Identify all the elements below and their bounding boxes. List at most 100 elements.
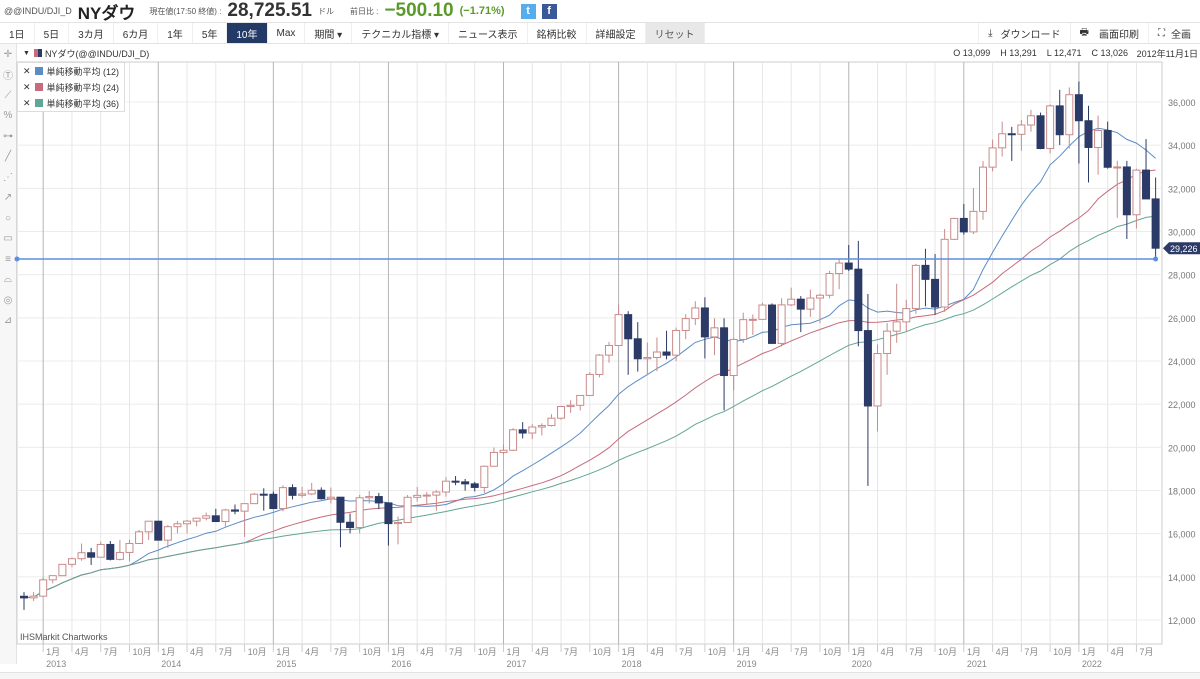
price-change-percent: (−1.71%) <box>459 5 505 17</box>
x-tick-label: 7月 <box>679 647 693 657</box>
arrow-line-icon[interactable]: ↗ <box>3 192 13 204</box>
fullscreen-button[interactable]: ⛶ 全画 <box>1149 23 1200 43</box>
candle-bear <box>1122 166 1131 216</box>
horizontal-segment-icon[interactable]: ⊶ <box>3 130 13 142</box>
candle-bear <box>317 489 326 500</box>
candle-bull <box>355 497 364 529</box>
candle-bull <box>144 520 153 533</box>
rectangle-icon[interactable]: ▭ <box>3 233 13 245</box>
series-legend-row: ▼ NYダウ(@@INDU/DJI_D) <box>17 44 417 62</box>
print-button[interactable]: 🖶 画面印刷 <box>1071 23 1149 43</box>
x-tick-label: 10月 <box>478 647 497 657</box>
candle-bull <box>307 489 316 495</box>
facebook-icon[interactable]: f <box>541 3 557 19</box>
collapse-arrow-icon[interactable]: ▼ <box>23 49 30 57</box>
chart-toolbar: 1日 5日 3カ月 6カ月 1年 5年 10年 Max 期間 ▾ テクニカル指標… <box>0 22 1200 44</box>
x-tick-label: 7月 <box>1139 647 1153 657</box>
candle-bear <box>844 262 853 270</box>
x-tick-label: 10月 <box>708 647 727 657</box>
candle-bull <box>892 321 901 332</box>
candle-bull <box>489 451 498 467</box>
x-tick-label: 1月 <box>507 647 521 657</box>
x-tick-label: 10月 <box>823 647 842 657</box>
indicator-legend: ✕ 単純移動平均 (12) ✕ 単純移動平均 (24) ✕ 単純移動平均 (36) <box>17 62 125 112</box>
candle-bull <box>576 394 585 406</box>
range-1y[interactable]: 1年 <box>158 23 193 43</box>
candle-bull <box>911 264 920 310</box>
x-tick-label: 4月 <box>996 647 1010 657</box>
x-tick-label: 7月 <box>794 647 808 657</box>
candle-bull <box>595 354 604 375</box>
low-value: L 12,471 <box>1046 48 1082 58</box>
fan-icon[interactable]: ⊿ <box>3 315 13 327</box>
crosshair-icon[interactable]: ✛ <box>3 48 13 60</box>
candle-bear <box>1142 169 1151 200</box>
candle-bear <box>931 278 940 308</box>
y-tick-label: 22,000 <box>1168 400 1196 410</box>
technical-indicators-dropdown[interactable]: テクニカル指標 ▾ <box>352 23 450 43</box>
candle-bull <box>39 579 48 597</box>
candle-bull <box>902 308 911 323</box>
candle-bull <box>681 318 690 331</box>
polyline-icon[interactable]: ⋰ <box>3 171 13 183</box>
circle-icon[interactable]: ○ <box>4 212 12 224</box>
concentric-circles-icon[interactable]: ◎ <box>3 294 13 306</box>
news-button[interactable]: ニュース表示 <box>449 23 528 43</box>
price-label: 現在値(17:50 終値) : <box>149 6 222 16</box>
remove-icon[interactable]: ✕ <box>23 81 31 92</box>
candle-bull <box>365 496 374 499</box>
candle-bear <box>1007 133 1016 136</box>
candle-bull <box>499 449 508 453</box>
candle-bull <box>787 298 796 306</box>
open-value: O 13,099 <box>953 48 991 58</box>
compare-button[interactable]: 銘柄比較 <box>528 23 587 43</box>
twitter-icon[interactable]: t <box>520 3 536 19</box>
download-button[interactable]: ⤓ ダウンロード <box>978 23 1071 43</box>
range-5y[interactable]: 5年 <box>193 23 228 43</box>
candle-bull <box>403 496 412 524</box>
range-max[interactable]: Max <box>268 23 306 43</box>
candle-bull <box>394 522 403 525</box>
candle-bear <box>259 493 268 496</box>
percent-line-icon[interactable]: % <box>3 110 13 122</box>
candle-bear <box>470 483 479 488</box>
candle-bull <box>58 563 67 577</box>
line-icon[interactable]: ╱ <box>4 151 12 163</box>
candle-bull <box>988 147 997 168</box>
period-dropdown[interactable]: 期間 ▾ <box>305 23 353 43</box>
y-tick-label: 36,000 <box>1168 98 1196 108</box>
candle-bull <box>221 509 230 523</box>
settings-button[interactable]: 詳細設定 <box>587 23 646 43</box>
indicator-sma-24: ✕ 単純移動平均 (24) <box>18 79 124 95</box>
x-year-label: 2014 <box>161 659 181 669</box>
trendline-icon[interactable]: ⟋ <box>4 89 12 101</box>
x-tick-label: 1月 <box>46 647 60 657</box>
remove-icon[interactable]: ✕ <box>23 65 31 76</box>
fibonacci-arc-icon[interactable]: ⌓ <box>4 274 12 286</box>
candle-bear <box>288 487 297 496</box>
range-10y[interactable]: 10年 <box>227 23 268 43</box>
x-tick-label: 7月 <box>1024 647 1038 657</box>
range-5d[interactable]: 5日 <box>35 23 70 43</box>
candle-bull <box>585 373 594 396</box>
range-3m[interactable]: 3カ月 <box>69 23 114 43</box>
candle-bull <box>537 425 546 428</box>
candle-bear <box>451 480 460 483</box>
candle-bear <box>662 351 671 356</box>
horizontal-lines-icon[interactable]: ≡ <box>5 253 11 265</box>
text-tool-icon[interactable]: Ⓣ <box>3 71 13 83</box>
remove-icon[interactable]: ✕ <box>23 97 31 108</box>
range-1d[interactable]: 1日 <box>0 23 35 43</box>
candle-bull <box>1094 130 1103 148</box>
x-year-label: 2016 <box>391 659 411 669</box>
x-tick-label: 4月 <box>881 647 895 657</box>
y-tick-label: 28,000 <box>1168 271 1196 281</box>
range-6m[interactable]: 6カ月 <box>114 23 159 43</box>
x-tick-label: 4月 <box>535 647 549 657</box>
x-year-label: 2015 <box>276 659 296 669</box>
reset-button[interactable]: リセット <box>645 23 705 43</box>
x-year-label: 2021 <box>967 659 987 669</box>
candle-bull <box>815 294 824 299</box>
candle-bull <box>883 330 892 355</box>
